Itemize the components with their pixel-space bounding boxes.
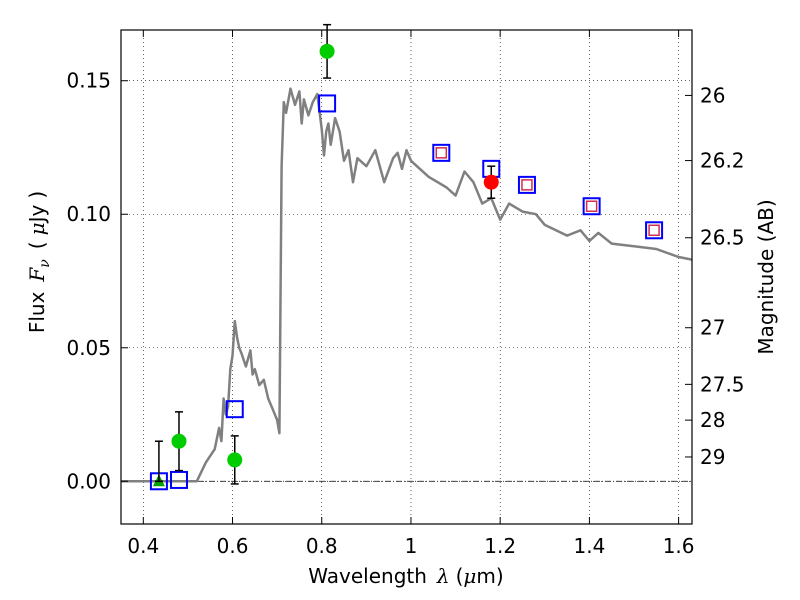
y2-tick-label: 29 xyxy=(700,445,725,469)
y2-tick-label: 26.5 xyxy=(700,226,745,250)
model-photometry-square xyxy=(432,143,451,162)
synthetic-square xyxy=(435,147,448,159)
synthetic-square xyxy=(648,224,660,237)
y-tick-label: 0.10 xyxy=(66,202,111,226)
y2-tick-label: 27.5 xyxy=(700,372,745,396)
model-photometry-square xyxy=(645,221,664,240)
y-axis-title: FluxFν(μJy) xyxy=(25,191,53,333)
y2-tick-label: 28 xyxy=(700,408,725,432)
observed-green-point xyxy=(319,43,335,59)
model-photometry-square xyxy=(517,175,536,194)
model-photometry-square xyxy=(169,470,188,489)
model-photometry-square xyxy=(318,94,337,113)
plot-frame xyxy=(120,29,693,525)
observed-red-point xyxy=(483,174,499,190)
y-tick-label: 0.00 xyxy=(66,469,111,493)
x-axis-title: Wavelength λ (μm) xyxy=(308,564,503,588)
x-tick-label: 1.4 xyxy=(573,534,605,558)
observed-green-point xyxy=(227,452,243,468)
x-tick-label: 0.6 xyxy=(217,534,249,558)
observed-green-point xyxy=(171,433,187,449)
x-tick-label: 1 xyxy=(405,534,418,558)
y2-tick-label: 26 xyxy=(700,83,725,107)
y-tick-label: 0.05 xyxy=(66,336,111,360)
error-bars xyxy=(154,23,499,485)
y2-tick-label: 27 xyxy=(700,316,725,340)
synthetic-square xyxy=(585,200,598,212)
axis-ticks: 0.4 0.6 0.8 1 1.2 1.4 1.6 0.00 0.05 0.10 0.15 26 26.… xyxy=(66,30,745,558)
plot-area xyxy=(121,87,692,491)
y-tick-label: 0.15 xyxy=(66,69,111,93)
synthetic-square xyxy=(521,179,533,191)
model-sed-line xyxy=(121,87,692,483)
x-tick-label: 1.2 xyxy=(484,534,516,558)
model-photometry-square xyxy=(225,400,244,419)
y2-tick-label: 26.2 xyxy=(700,149,745,173)
x-tick-label: 0.8 xyxy=(306,534,338,558)
y2-axis-title: Magnitude (AB) xyxy=(754,199,778,354)
x-tick-label: 0.4 xyxy=(127,534,159,558)
x-tick-label: 1.6 xyxy=(663,534,695,558)
model-photometry-square xyxy=(582,197,601,216)
